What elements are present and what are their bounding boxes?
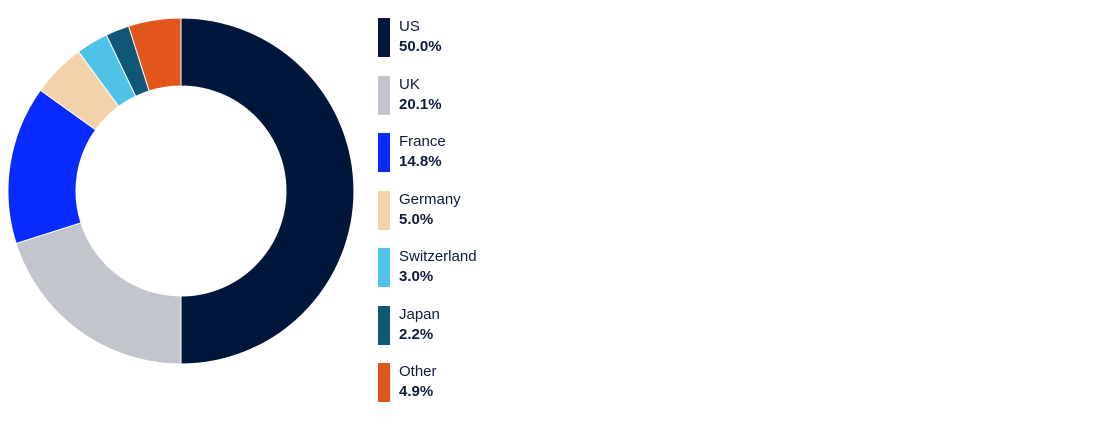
legend-label: Switzerland	[399, 248, 477, 265]
legend-label: UK	[399, 75, 420, 93]
legend-label: France	[399, 133, 446, 150]
legend-value: 5.0%	[399, 210, 434, 228]
donut-slice-uk	[15, 222, 182, 365]
legend-label: Other	[399, 363, 437, 380]
legend-swatch	[378, 305, 390, 345]
legend-value: 20.1%	[399, 95, 442, 113]
donut-slice-other	[127, 17, 182, 92]
legend-value: 4.9%	[399, 383, 434, 400]
legend-value: 3.0%	[399, 268, 434, 285]
legend-swatch	[378, 248, 390, 287]
legend-swatch	[378, 363, 390, 402]
legend-swatch	[378, 75, 390, 115]
legend-label: US	[399, 18, 420, 35]
donut-slice-us	[180, 17, 355, 365]
legend-label: Germany	[399, 190, 461, 208]
legend-value: 2.2%	[399, 325, 434, 343]
legend-swatch	[378, 18, 390, 57]
legend-label: Japan	[399, 305, 440, 323]
legend-value: 50.0%	[399, 38, 442, 55]
donut-chart	[7, 17, 355, 365]
legend-value: 14.8%	[399, 153, 442, 170]
legend-swatch	[378, 133, 390, 172]
legend-swatch	[378, 190, 390, 230]
